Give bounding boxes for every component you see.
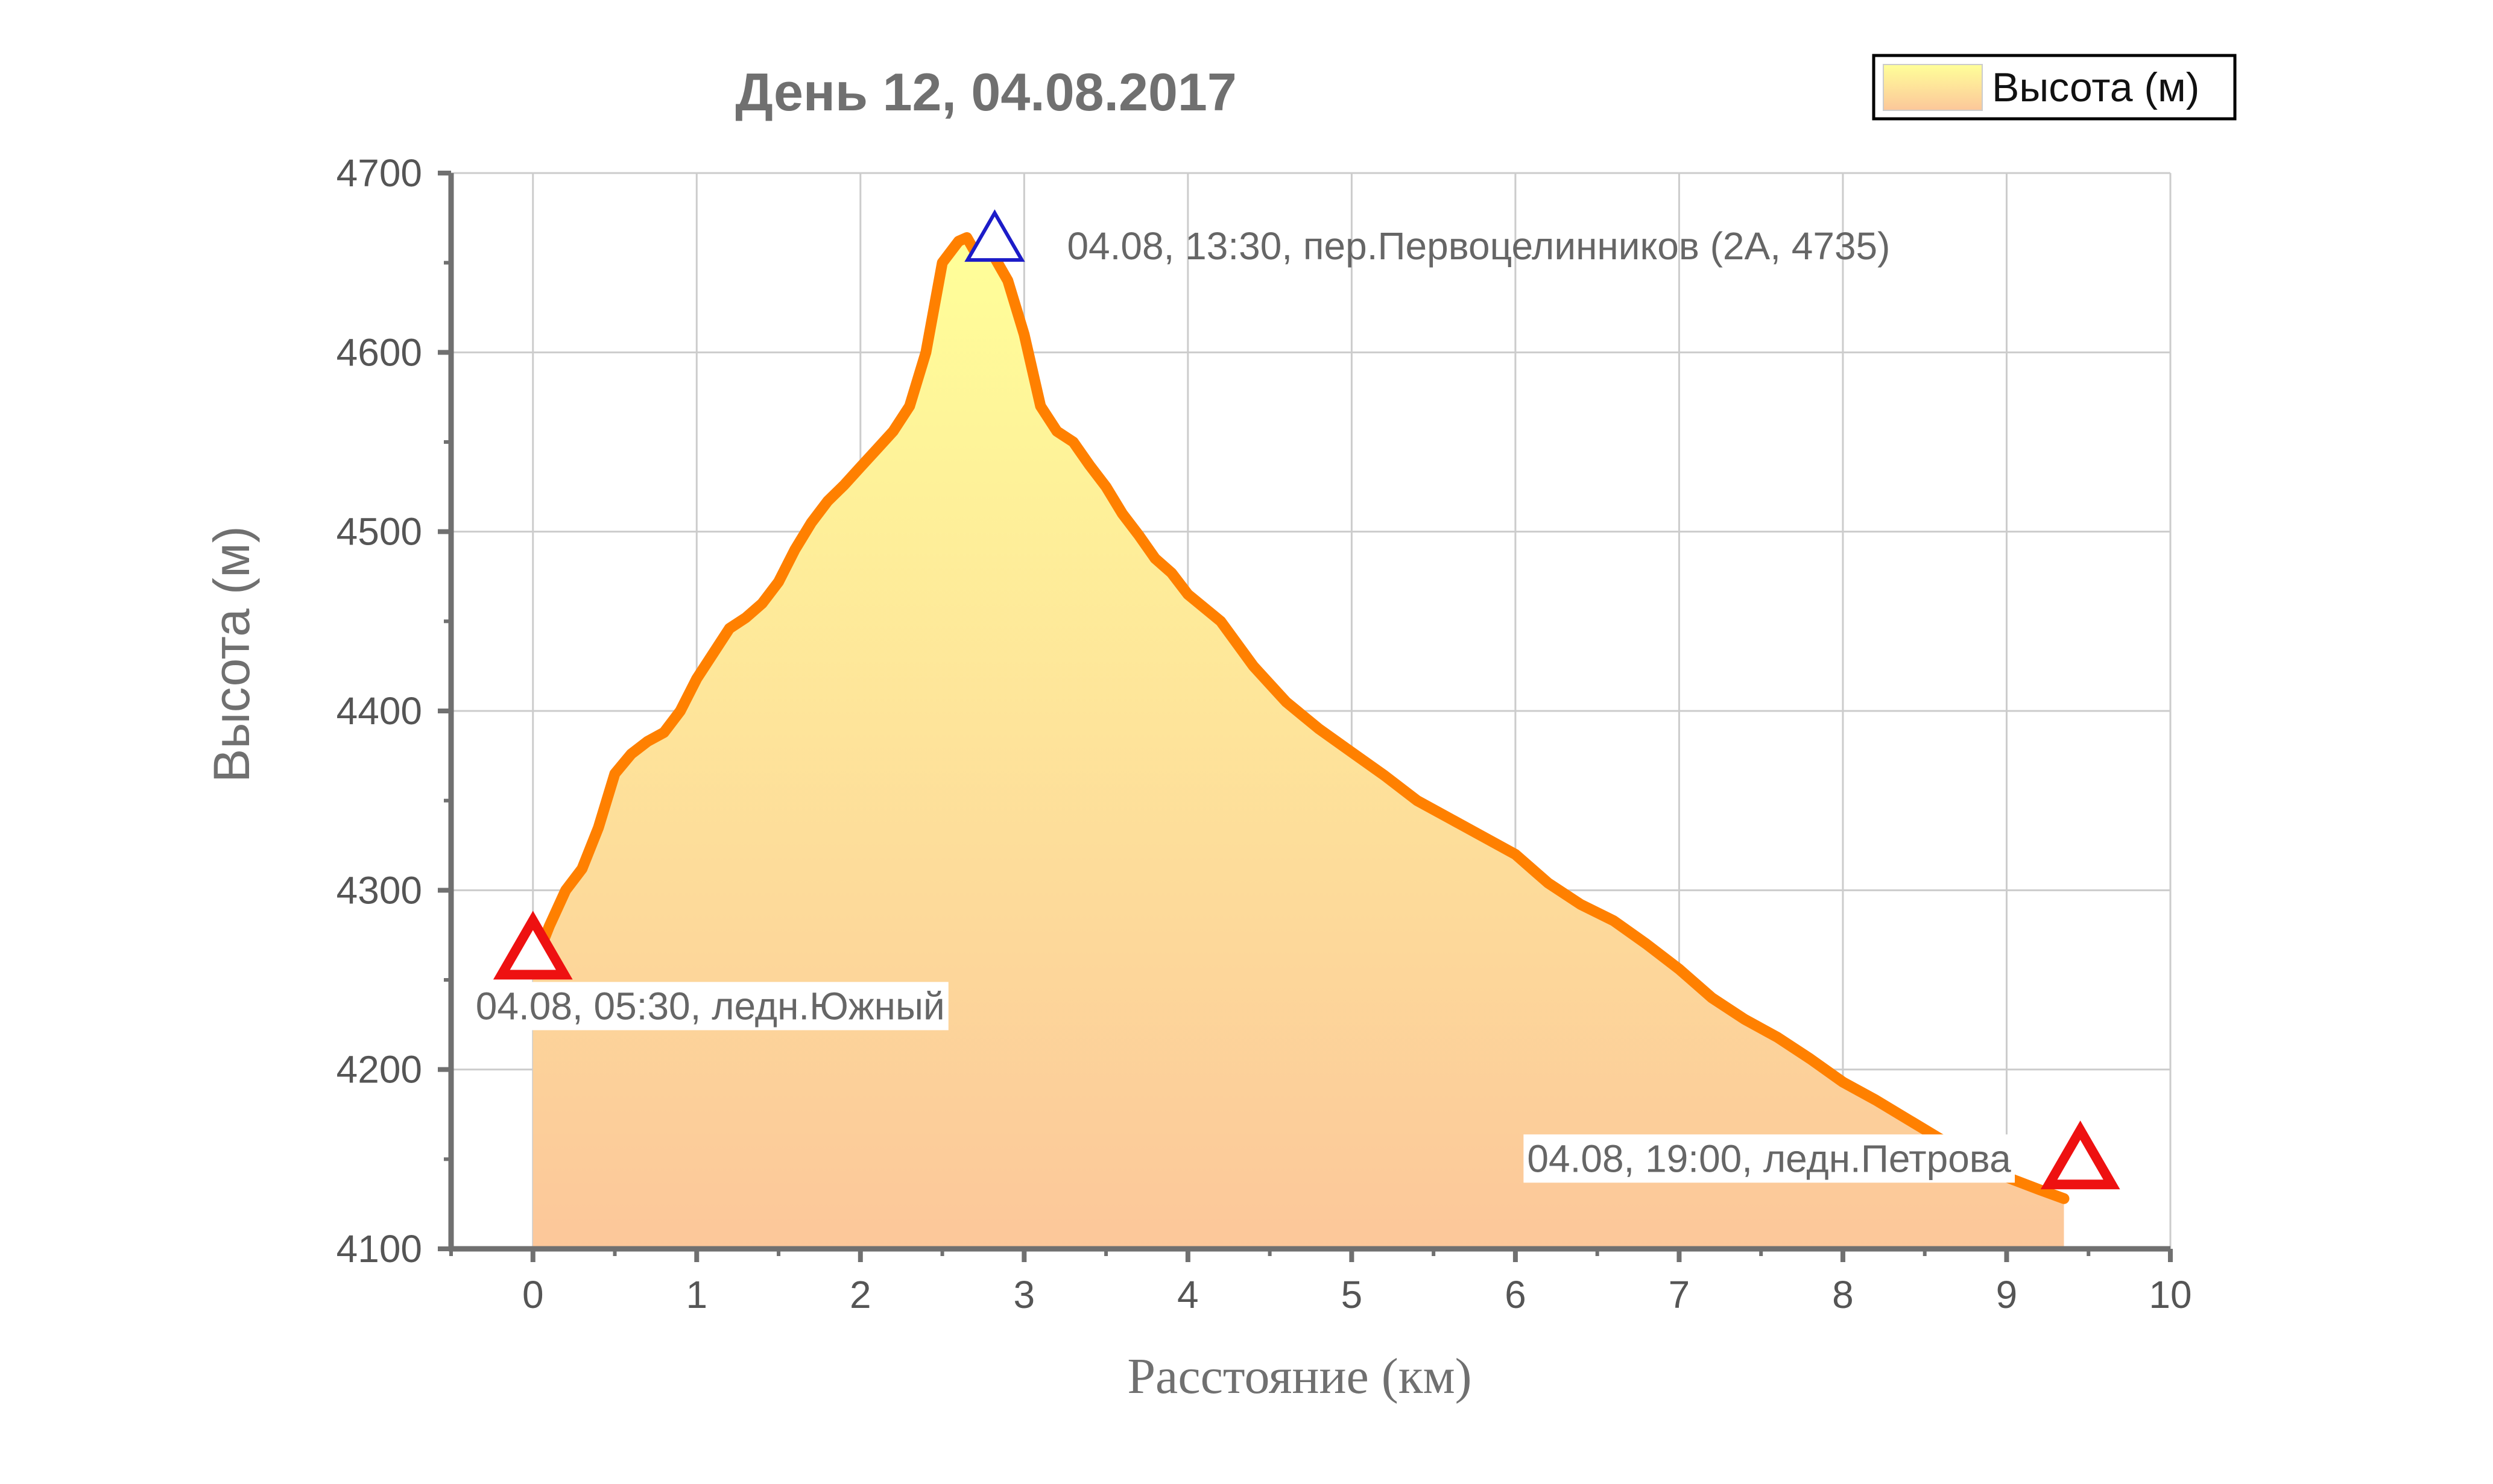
x-tick-label: 5 <box>1341 1273 1363 1316</box>
y-tick-label: 4600 <box>337 330 422 374</box>
elevation-area <box>532 238 2064 1249</box>
x-tick-label: 6 <box>1505 1273 1526 1316</box>
x-tick-label: 8 <box>1832 1273 1854 1316</box>
waypoint-triangle-icon <box>493 911 573 980</box>
chart-title: День 12, 04.08.2017 <box>735 62 1237 122</box>
y-tick-label: 4700 <box>337 151 422 195</box>
waypoint-label: 04.08, 13:30, пер.Первоцелинников (2А, 4… <box>1067 224 1890 268</box>
y-tick-label: 4400 <box>337 689 422 733</box>
x-tick-label: 0 <box>522 1273 544 1316</box>
x-tick-label: 7 <box>1669 1273 1690 1316</box>
x-tick-label: 9 <box>1996 1273 2018 1316</box>
waypoint-triangle-icon <box>964 209 1025 262</box>
y-tick-label: 4500 <box>337 510 422 554</box>
legend-label: Высота (м) <box>1992 65 2199 110</box>
x-axis-label: Расстояние (км) <box>1127 1348 1471 1404</box>
waypoint-triangle-icon <box>2040 1120 2120 1190</box>
y-tick-label: 4300 <box>337 868 422 912</box>
waypoint-label: 04.08, 19:00, ледн.Петрова <box>1527 1137 2011 1180</box>
y-axis-label: Высота (м) <box>203 526 260 783</box>
elevation-line <box>527 232 2070 1204</box>
y-tick-label: 4100 <box>337 1227 422 1271</box>
x-tick-label: 4 <box>1177 1273 1199 1316</box>
legend-swatch <box>1883 64 1983 111</box>
x-tick-label: 3 <box>1014 1273 1035 1316</box>
legend: Высота (м) <box>1872 54 2237 121</box>
waypoint-label-background <box>1523 1134 2015 1183</box>
x-tick-label: 1 <box>686 1273 707 1316</box>
waypoint-label-background <box>472 982 949 1031</box>
x-tick-label: 2 <box>850 1273 871 1316</box>
y-tick-label: 4200 <box>337 1048 422 1091</box>
waypoint-label: 04.08, 05:30, ледн.Южный <box>476 984 945 1028</box>
x-tick-label: 10 <box>2149 1273 2191 1316</box>
